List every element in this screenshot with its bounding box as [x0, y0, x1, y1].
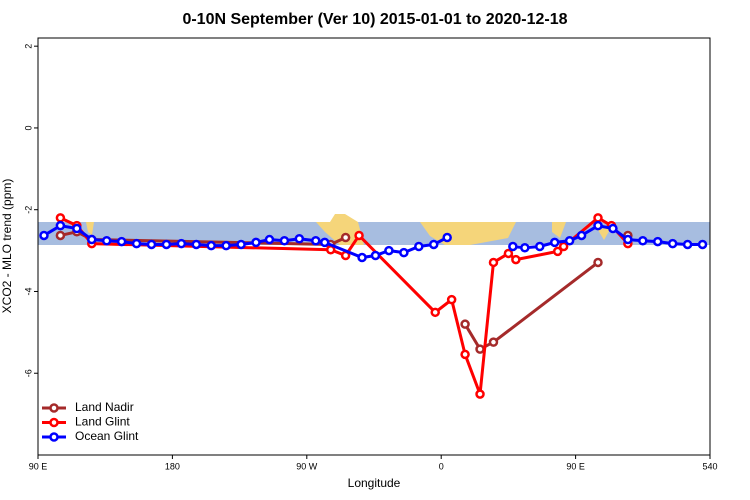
- y-tick-label: -6: [23, 369, 33, 377]
- chart-title: 0-10N September (Ver 10) 2015-01-01 to 2…: [182, 11, 567, 28]
- x-tick-label: 540: [702, 461, 717, 471]
- data-point: [87, 234, 97, 245]
- data-point: [311, 236, 321, 246]
- data-point: [430, 307, 440, 318]
- data-point: [520, 242, 530, 253]
- data-point: [488, 257, 499, 268]
- data-point: [384, 245, 394, 256]
- data-point: [638, 236, 648, 246]
- legend-label: Land Nadir: [75, 400, 134, 414]
- data-point: [146, 239, 157, 250]
- data-point: [399, 247, 409, 258]
- x-axis-label: Longitude: [348, 476, 401, 490]
- data-point: [264, 234, 275, 245]
- data-point: [131, 238, 142, 249]
- x-tick-label: 90 E: [566, 461, 585, 471]
- x-tick-label: 90 E: [29, 461, 48, 471]
- data-point: [442, 232, 452, 243]
- y-tick-label: -2: [23, 206, 33, 214]
- data-point: [39, 230, 49, 241]
- legend-swatch-point: [49, 432, 59, 442]
- y-tick-label: 2: [23, 44, 33, 49]
- data-point: [460, 319, 470, 329]
- legend-swatch-point: [49, 403, 59, 413]
- data-point: [176, 238, 187, 249]
- data-point: [161, 239, 172, 250]
- data-point: [294, 233, 305, 244]
- legend-label: Land Glint: [75, 415, 130, 429]
- data-point: [279, 236, 290, 246]
- legend-label: Ocean Glint: [75, 429, 139, 443]
- data-point: [511, 254, 521, 265]
- data-point: [414, 241, 424, 252]
- data-point: [682, 239, 693, 250]
- land: [552, 222, 566, 238]
- data-point: [460, 349, 470, 360]
- data-point: [593, 220, 603, 231]
- data-point: [72, 223, 82, 234]
- data-point: [206, 240, 216, 251]
- land: [86, 222, 94, 235]
- data-point: [576, 230, 587, 241]
- data-point: [623, 234, 633, 245]
- data-point: [535, 241, 545, 252]
- data-point: [475, 344, 485, 354]
- data-point: [508, 241, 518, 252]
- y-axis-label: XCO2 - MLO trend (ppm): [0, 179, 14, 314]
- data-point: [357, 252, 367, 263]
- data-point: [593, 213, 603, 223]
- data-point: [370, 250, 381, 261]
- land: [316, 214, 364, 245]
- data-point: [552, 246, 563, 257]
- y-tick-label: 0: [23, 125, 33, 130]
- x-tick-label: 90 W: [296, 461, 318, 471]
- data-point: [475, 389, 485, 399]
- data-point: [55, 213, 66, 223]
- data-point: [221, 240, 231, 251]
- x-tick-label: 0: [439, 461, 444, 471]
- ocean-band: [38, 222, 710, 245]
- data-point: [608, 223, 618, 234]
- data-point: [428, 239, 439, 250]
- data-point: [251, 237, 261, 248]
- data-point: [191, 239, 202, 250]
- data-point: [558, 241, 569, 252]
- data-point: [593, 257, 603, 268]
- data-point: [564, 236, 575, 246]
- data-point: [667, 238, 678, 249]
- data-point: [55, 220, 66, 231]
- data-point: [340, 232, 351, 243]
- data-point: [652, 236, 663, 247]
- data-point: [549, 237, 560, 248]
- data-point: [488, 337, 499, 347]
- data-point: [55, 230, 66, 241]
- legend-swatch-point: [49, 417, 59, 428]
- data-point: [116, 236, 127, 247]
- data-point: [697, 239, 708, 250]
- y-tick-label: -4: [23, 287, 33, 295]
- data-point: [446, 294, 457, 305]
- data-point: [101, 236, 112, 246]
- data-point: [503, 248, 514, 259]
- plot-frame: [37, 37, 711, 456]
- data-point: [319, 237, 330, 248]
- x-tick-label: 180: [165, 461, 180, 471]
- data-point: [354, 230, 364, 241]
- data-point: [236, 239, 246, 250]
